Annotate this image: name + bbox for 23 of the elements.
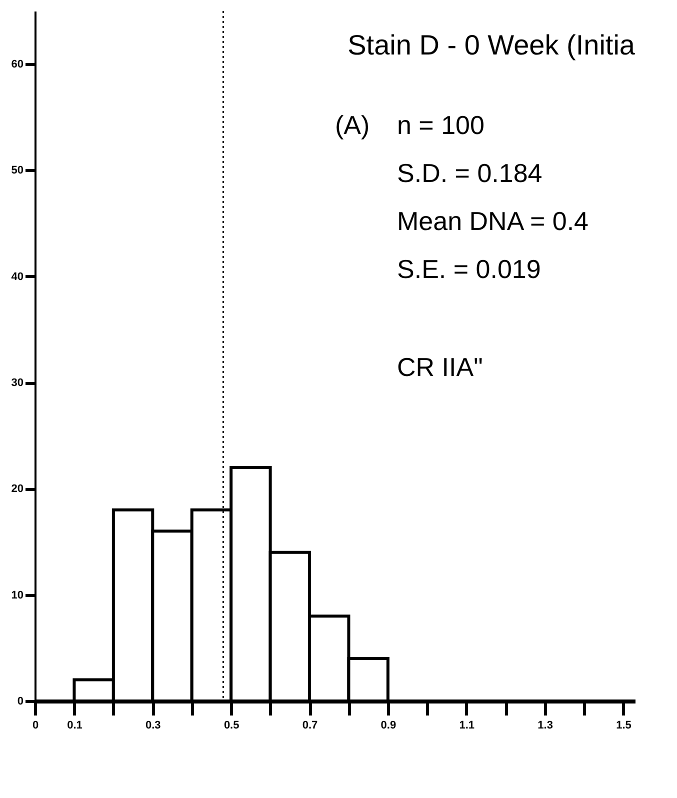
y-tick-label: 60 [11, 58, 24, 71]
y-tick-label: 10 [11, 589, 24, 602]
x-tick-label: 0.1 [67, 720, 82, 732]
x-tick-label: 0 [32, 720, 39, 732]
annotation: S.E. = 0.019 [397, 254, 541, 284]
annotation: S.D. = 0.184 [397, 158, 542, 188]
y-tick-label: 50 [11, 164, 24, 177]
x-tick-label: 0.5 [224, 720, 240, 732]
y-tick-label: 20 [11, 483, 24, 496]
annotation: CR IIA" [397, 352, 483, 382]
x-tick-label: 1.3 [538, 720, 553, 732]
x-tick-label: 1.1 [459, 720, 475, 732]
text: Stain D - 0 Week (Initia [348, 29, 636, 60]
x-tick-label: 1.5 [616, 720, 632, 732]
x-tick-label: 0.7 [302, 720, 318, 732]
annotation: n = 100 [397, 110, 484, 140]
x-tick-label: 0.9 [380, 720, 396, 732]
annotation: Mean DNA = 0.4 [397, 206, 588, 236]
x-tick-label: 0.3 [146, 720, 161, 732]
annotation: (A) [335, 110, 370, 140]
y-tick-label: 30 [11, 377, 24, 390]
y-tick-label: 0 [17, 696, 24, 708]
y-tick-label: 40 [11, 270, 24, 283]
